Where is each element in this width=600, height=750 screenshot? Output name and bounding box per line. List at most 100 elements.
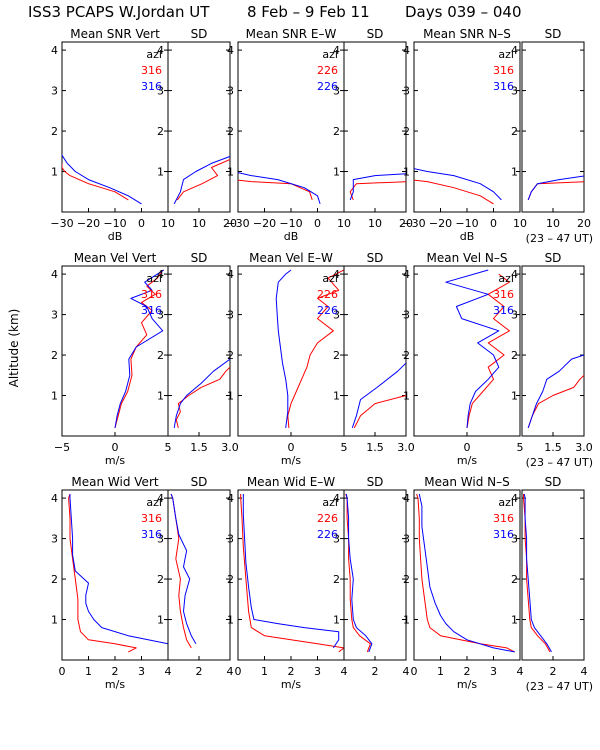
panel-snr-1-frame bbox=[167, 41, 231, 213]
panel-snr-4-ytick-label: 1 bbox=[403, 166, 410, 179]
panel-vel-0-legend-red: 316 bbox=[141, 288, 162, 301]
panel-vel-4-ytick-label: 1 bbox=[403, 390, 410, 403]
panel-vel-0-series-red bbox=[114, 269, 164, 429]
panel-snr-0-xtick-label: 10 bbox=[161, 217, 175, 230]
panel-wid-2-series-red bbox=[240, 494, 344, 653]
panel-vel-3-frame bbox=[343, 265, 407, 437]
panel-wid-4-series-blue bbox=[418, 493, 515, 653]
panel-snr-2-xlabel: dB bbox=[284, 230, 299, 243]
panel-snr-1-ytick-label: 2 bbox=[157, 125, 164, 138]
panel-snr-4-title: Mean SNR N–S bbox=[423, 27, 511, 41]
panel-wid-5-series-blue bbox=[523, 493, 552, 653]
panel-vel-2-ytick-label: 4 bbox=[227, 268, 234, 281]
panel-wid-1-frame bbox=[167, 489, 231, 661]
panel-wid-4-xtick-label: 1 bbox=[437, 665, 444, 678]
panel-vel-0-title: Mean Vel Vert bbox=[74, 251, 157, 265]
panel-vel-0-xtick-label: −5 bbox=[54, 441, 70, 454]
panel-vel-1-xtick-label: 3.0 bbox=[221, 441, 239, 454]
panel-vel-3-ytick-label: 4 bbox=[333, 268, 340, 281]
panel-wid-1-ytick-label: 1 bbox=[157, 614, 164, 627]
panel-vel-2-ytick-label: 3 bbox=[227, 309, 234, 322]
panel-wid-1-series-red bbox=[170, 493, 192, 649]
panel-wid-2-ytick-label: 4 bbox=[227, 492, 234, 505]
panel-vel-4-ytick-label: 3 bbox=[403, 309, 410, 322]
panel-wid-4-legend-red: 316 bbox=[493, 512, 514, 525]
panel-vel-5-series-red bbox=[527, 374, 584, 429]
panel-vel-4-xlabel: m/s bbox=[457, 454, 477, 467]
panel-snr-0: Mean SNR Vert 1 2 3 4 −30 −20 −10 0 10 dB azi 316 316 bbox=[50, 27, 175, 243]
panel-vel-0-xtick-label: 0 bbox=[112, 441, 119, 454]
panel-wid-2-series-blue bbox=[242, 494, 340, 649]
panel-wid-3-series-blue bbox=[345, 493, 373, 653]
panel-snr-2-xtick-label: −20 bbox=[253, 217, 276, 230]
panel-vel-4-xtick-label: 0 bbox=[464, 441, 471, 454]
panel-snr-1-ytick-label: 4 bbox=[157, 44, 164, 57]
panel-vel-0-ytick-label: 2 bbox=[51, 349, 58, 362]
panel-vel-1-series-red bbox=[175, 366, 230, 429]
panel-snr-3-series-blue bbox=[349, 173, 406, 201]
panel-wid-0-series-blue bbox=[69, 494, 168, 645]
panel-snr-1-xtick-label: 20 bbox=[223, 217, 237, 230]
panel-snr-4-series-red bbox=[414, 179, 494, 205]
panel-wid-4-xtick-label: 3 bbox=[490, 665, 497, 678]
panel-snr-3-ytick-label: 3 bbox=[333, 85, 340, 98]
panel-snr-4-legend-red: 316 bbox=[493, 64, 514, 77]
panel-wid-3-ytick-label: 4 bbox=[333, 492, 340, 505]
panel-vel-0-ytick-label: 3 bbox=[51, 309, 58, 322]
panel-wid-2-xtick-label: 1 bbox=[261, 665, 268, 678]
panel-wid-0-ytick-label: 1 bbox=[51, 614, 58, 627]
panel-vel-2-xlabel: m/s bbox=[281, 454, 301, 467]
panel-wid-0-ytick-label: 4 bbox=[51, 492, 58, 505]
panel-vel-5-frame bbox=[521, 265, 585, 437]
panel-wid-5-ytick-label: 1 bbox=[511, 614, 518, 627]
panel-vel-2-xtick-label: 0 bbox=[288, 441, 295, 454]
panel-snr-2-series-red bbox=[238, 179, 313, 201]
panel-vel-1-xtick-label: 1.5 bbox=[190, 441, 208, 454]
panel-wid-1: SD 1 2 3 4 2 4 bbox=[157, 475, 234, 678]
panel-wid-3-xtick-label: 4 bbox=[403, 665, 410, 678]
panel-snr-2-legend-red: 226 bbox=[317, 64, 338, 77]
panel-wid-3-title: SD bbox=[367, 475, 384, 489]
panel-snr-0-ytick-label: 1 bbox=[51, 166, 58, 179]
time-note-snr: (23 – 47 UT) bbox=[526, 232, 593, 245]
panel-vel-0-ytick-label: 4 bbox=[51, 268, 58, 281]
panel-snr-5-frame bbox=[521, 41, 585, 213]
panel-snr-3-xtick-label: 20 bbox=[399, 217, 413, 230]
panel-wid-3: SD 1 2 3 4 2 4 bbox=[333, 475, 410, 678]
panel-snr-0-title: Mean SNR Vert bbox=[70, 27, 160, 41]
panel-vel-1-frame bbox=[167, 265, 231, 437]
figure-dates: 8 Feb – 9 Feb 11 bbox=[247, 3, 370, 21]
panel-vel-0-ytick-label: 1 bbox=[51, 390, 58, 403]
panel-vel-3-xtick-label: 3.0 bbox=[397, 441, 415, 454]
panel-snr-5-ytick-label: 1 bbox=[511, 166, 518, 179]
panel-snr-0-legend-header: azi bbox=[146, 48, 162, 61]
panel-snr-5-xtick-label: 10 bbox=[546, 217, 560, 230]
panel-vel-5-xtick-label: 1.5 bbox=[544, 441, 562, 454]
panel-vel-5-ytick-label: 2 bbox=[511, 349, 518, 362]
panel-vel-5-title: SD bbox=[545, 251, 562, 265]
figure-title: ISS3 PCAPS W.Jordan UT bbox=[28, 3, 210, 21]
time-note-vel: (23 – 47 UT) bbox=[526, 456, 593, 469]
panel-vel-4-ytick-label: 4 bbox=[403, 268, 410, 281]
panel-snr-2-ytick-label: 2 bbox=[227, 125, 234, 138]
panel-vel-1: SD 1 2 3 4 1.5 3.0 bbox=[157, 251, 239, 454]
panel-wid-2-xtick-label: 4 bbox=[341, 665, 348, 678]
panel-vel-2-xtick-label: 5 bbox=[341, 441, 348, 454]
panel-snr-4-xtick-label: 10 bbox=[513, 217, 527, 230]
panel-vel-2-legend-blue: 226 bbox=[317, 304, 338, 317]
panel-snr-1-series-blue bbox=[173, 155, 230, 205]
panel-vel-1-series-blue bbox=[173, 358, 230, 428]
panel-wid-2-xlabel: m/s bbox=[281, 678, 301, 691]
panel-snr-1: SD 1 2 3 4 10 20 bbox=[157, 27, 237, 230]
panel-wid-0-legend-header: azi bbox=[146, 496, 162, 509]
panel-wid-2-xtick-label: 3 bbox=[314, 665, 321, 678]
panel-wid-5-xtick-label: 4 bbox=[581, 665, 588, 678]
panel-snr-4: Mean SNR N–S 1 2 3 4 −30 −20 −10 0 10 dB azi 316 316 bbox=[402, 27, 527, 243]
panel-vel-2-ytick-label: 2 bbox=[227, 349, 234, 362]
panel-vel-2-series-red bbox=[287, 269, 344, 428]
panel-wid-2-xtick-label: 0 bbox=[235, 665, 242, 678]
panel-vel-4: Mean Vel N–S 1 2 3 4 0 5 m/s azi 316 316 bbox=[403, 251, 524, 467]
panel-wid-2-legend-red: 226 bbox=[317, 512, 338, 525]
panel-snr-4-ytick-label: 3 bbox=[403, 85, 410, 98]
panel-wid-4-legend-blue: 316 bbox=[493, 528, 514, 541]
